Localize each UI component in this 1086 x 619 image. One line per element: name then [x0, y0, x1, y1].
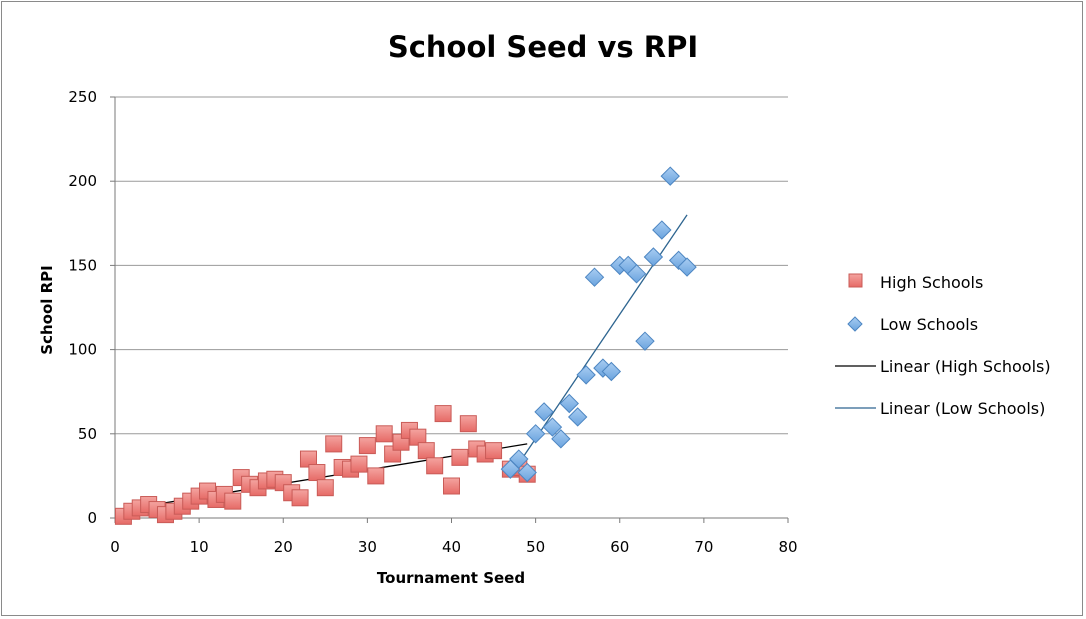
- data-point-high-school: [224, 492, 242, 510]
- data-point-low-school: [542, 417, 563, 437]
- data-point-high-school: [417, 442, 435, 460]
- data-point-high-school: [325, 435, 343, 453]
- data-point-high-school: [358, 437, 376, 455]
- data-point-high-school: [443, 477, 460, 495]
- x-tick-label: 80: [778, 538, 797, 556]
- legend-label-linear-low: Linear (Low Schools): [880, 399, 1045, 418]
- data-point-high-school: [350, 455, 368, 473]
- y-tick-label: 0: [87, 509, 97, 527]
- data-point-low-school: [567, 407, 588, 427]
- data-point-high-school: [485, 442, 503, 460]
- data-point-high-school: [375, 425, 393, 443]
- y-tick-label: 250: [68, 88, 97, 106]
- y-tick-label: 200: [68, 172, 97, 190]
- data-point-high-school: [291, 489, 309, 507]
- data-point-low-school: [643, 247, 664, 267]
- data-point-low-school: [635, 331, 655, 351]
- data-point-low-school: [517, 462, 537, 483]
- legend: High Schools Low Schools Linear (High Sc…: [835, 273, 1051, 418]
- data-point-high-school: [426, 457, 444, 475]
- data-point-low-school: [660, 166, 680, 186]
- data-point-low-school: [559, 393, 579, 414]
- high-schools-points: [114, 405, 536, 525]
- data-point-high-school: [434, 405, 452, 423]
- data-point-high-school: [367, 467, 385, 485]
- x-tick-labels: 0 10 20 30 40 50 60 70 80: [110, 538, 797, 556]
- data-point-low-school: [626, 264, 647, 284]
- y-tick-label: 50: [78, 425, 97, 443]
- legend-marker-high-schools: [848, 273, 863, 288]
- data-point-high-school: [451, 448, 469, 466]
- data-point-low-school: [534, 402, 554, 422]
- data-point-low-school: [652, 220, 672, 240]
- data-point-high-school: [316, 479, 334, 497]
- legend-marker-low-schools: [847, 316, 863, 332]
- data-point-low-school: [525, 424, 546, 444]
- x-tick-label: 20: [274, 538, 293, 556]
- data-point-high-school: [459, 415, 477, 433]
- axes: [110, 96, 789, 523]
- chart-title: School Seed vs RPI: [388, 30, 698, 64]
- data-point-low-school: [677, 257, 697, 277]
- y-tick-labels: 0 50 100 150 200 250: [68, 88, 97, 527]
- y-tick-label: 100: [68, 341, 97, 359]
- x-tick-label: 30: [358, 538, 377, 556]
- legend-label-low-schools: Low Schools: [880, 315, 978, 334]
- x-tick-label: 70: [694, 538, 713, 556]
- y-axis-label: School RPI: [38, 265, 56, 354]
- data-point-high-school: [308, 464, 326, 482]
- legend-label-linear-high: Linear (High Schools): [880, 357, 1051, 376]
- x-tick-label: 10: [190, 538, 209, 556]
- y-tick-label: 150: [68, 256, 97, 274]
- gridlines: [115, 96, 788, 435]
- x-tick-label: 0: [110, 538, 120, 556]
- data-point-low-school: [551, 429, 571, 449]
- x-axis-label: Tournament Seed: [377, 569, 525, 587]
- low-schools-points: [500, 166, 697, 483]
- x-tick-label: 50: [526, 538, 545, 556]
- data-point-low-school: [509, 449, 529, 469]
- data-point-low-school: [584, 267, 605, 287]
- data-point-low-school: [601, 361, 622, 382]
- legend-label-high-schools: High Schools: [880, 273, 983, 292]
- x-tick-label: 40: [442, 538, 461, 556]
- data-point-low-school: [576, 365, 596, 385]
- x-tick-label: 60: [610, 538, 629, 556]
